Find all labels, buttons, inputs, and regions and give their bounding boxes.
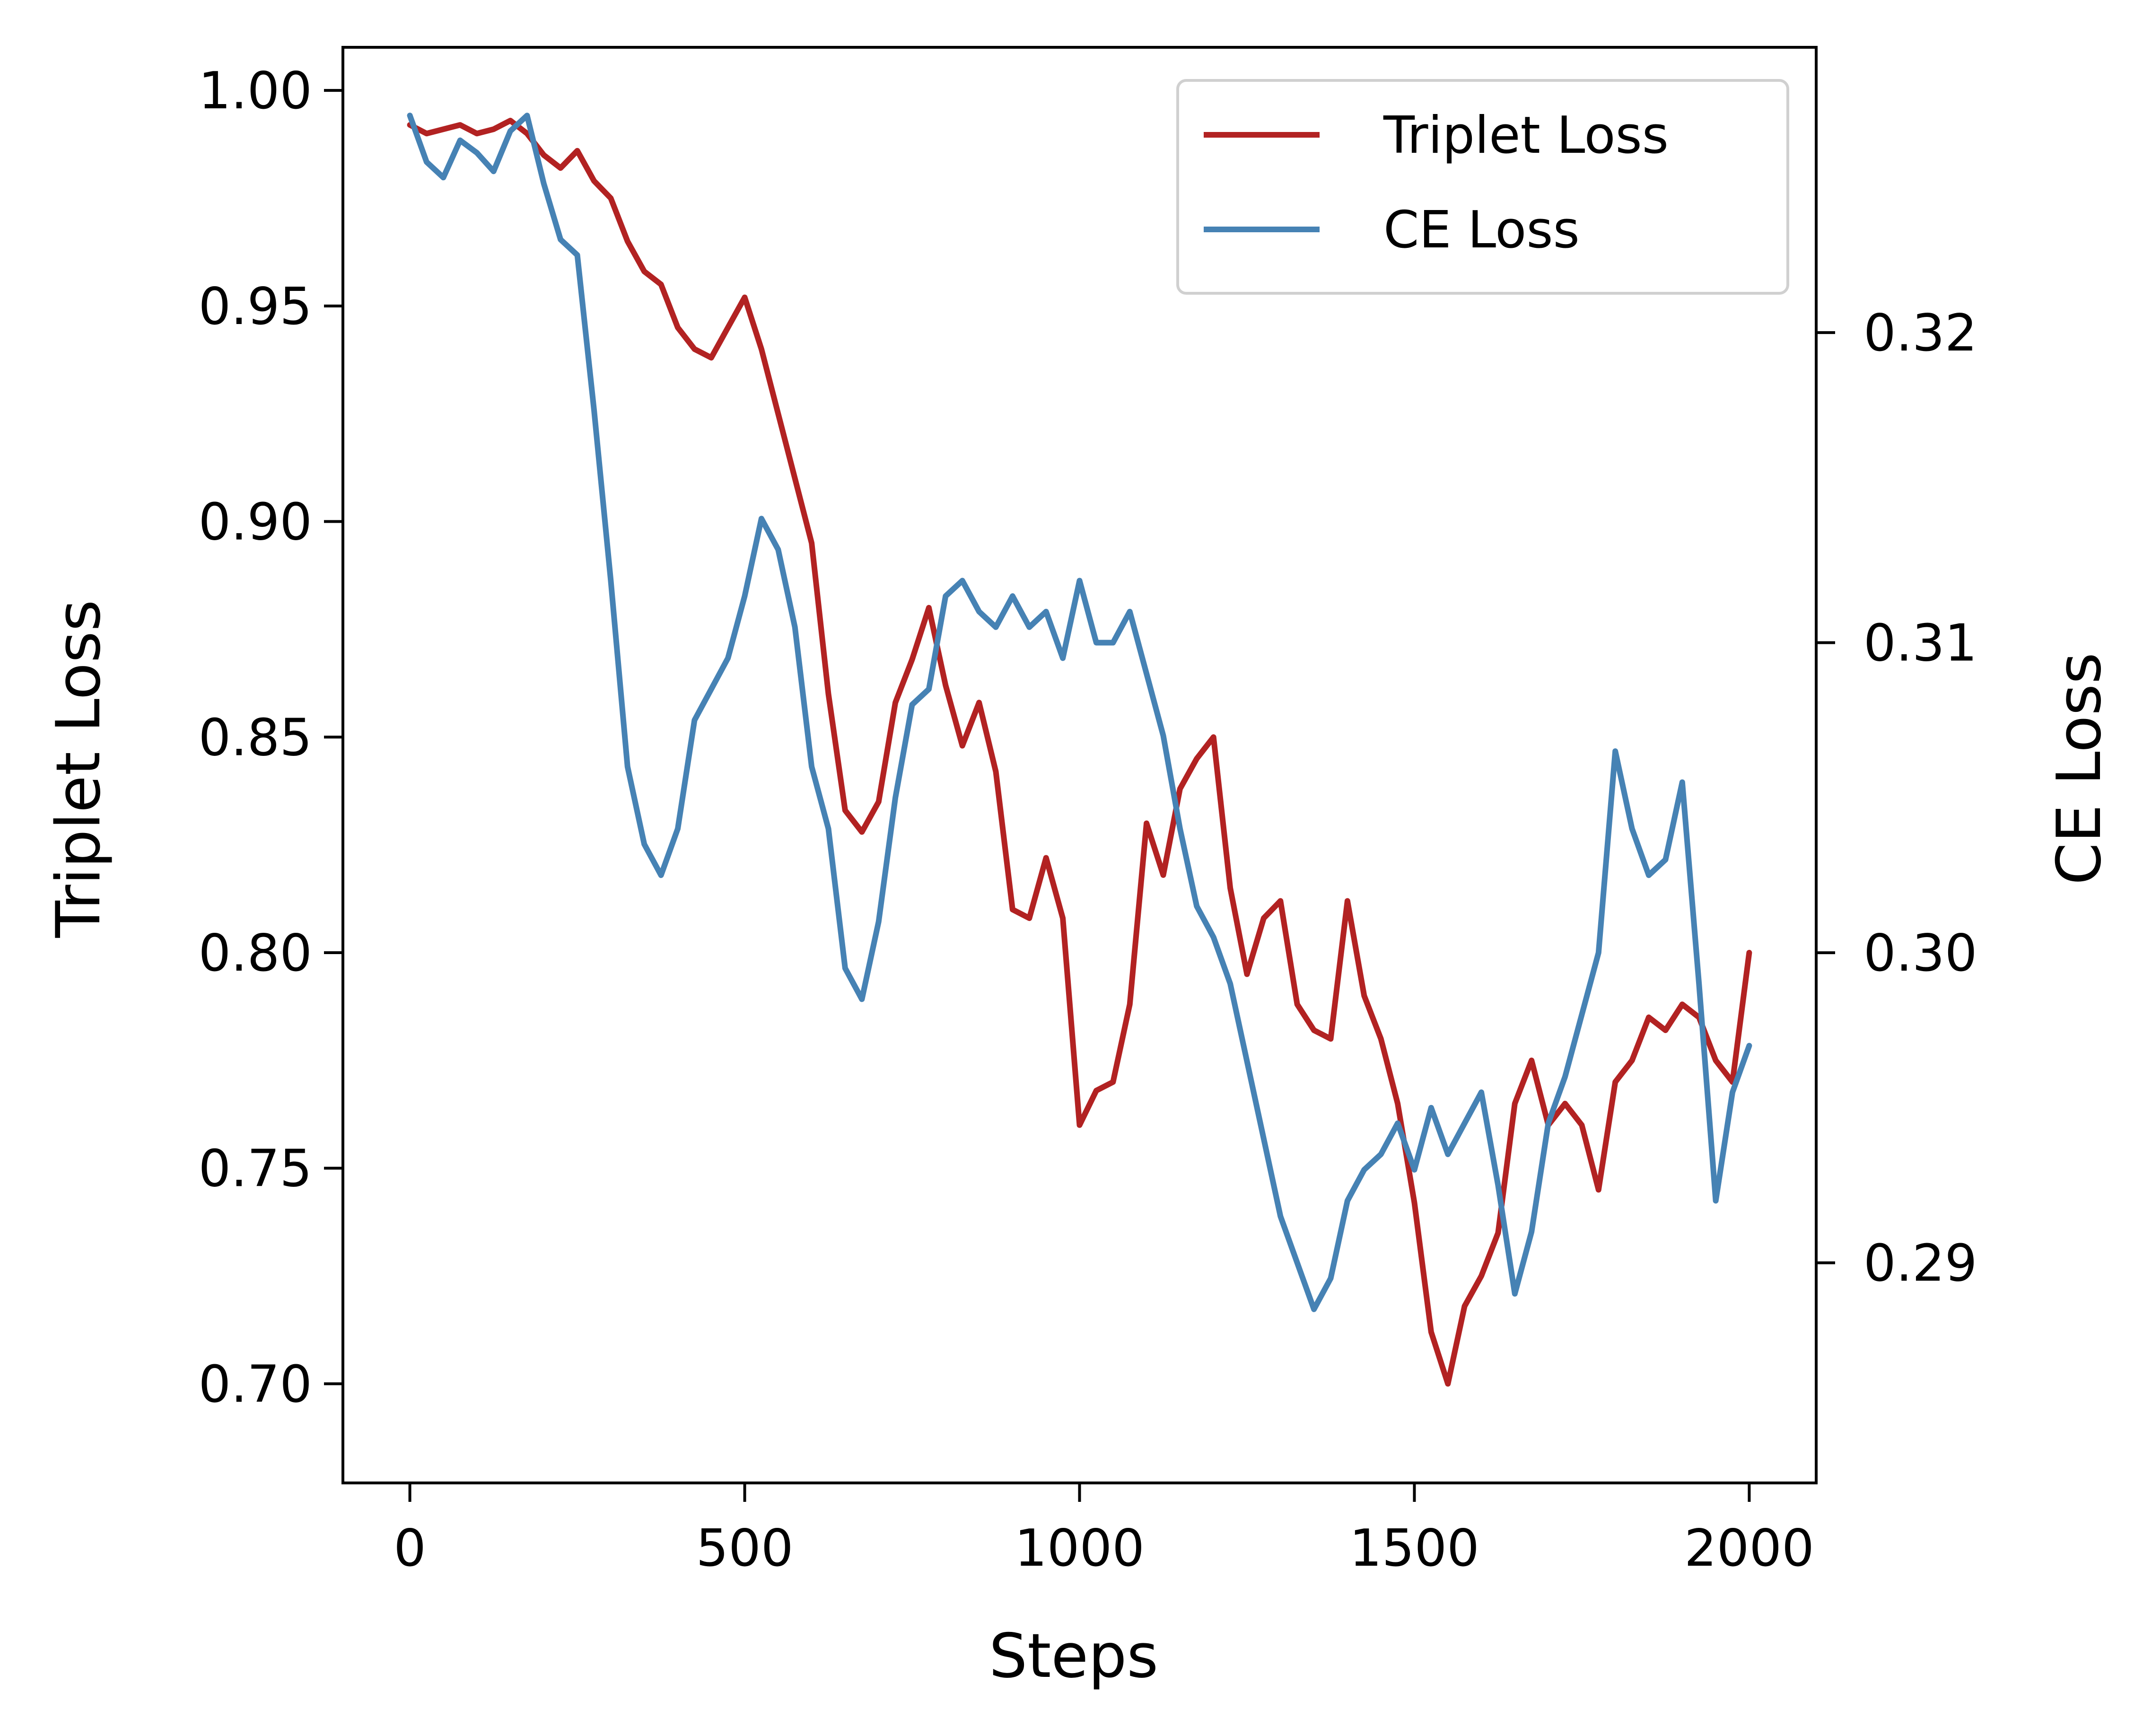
y2-tick-label: 0.32 [1863, 304, 1977, 363]
y2-axis-title: CE Loss [2044, 652, 2115, 885]
y-tick-label: 0.75 [199, 1140, 312, 1199]
y2-tick-label: 0.29 [1863, 1234, 1977, 1293]
x-tick-label: 1000 [1015, 1519, 1145, 1578]
series-line-1 [407, 117, 1752, 1387]
legend-label-2: CE Loss [1383, 201, 1580, 260]
legend-label-1: Triplet Loss [1383, 106, 1669, 165]
legend: Triplet Loss CE Loss [1176, 79, 1789, 295]
y2-tick-label: 0.31 [1863, 614, 1977, 673]
axes-layer: 0 500 1000 1500 2000 0.70 0.75 0.80 0.85 0.90 0.95… [199, 46, 1977, 1578]
legend-box [1176, 79, 1789, 295]
x-axis-title: Steps [989, 1621, 1158, 1692]
y-tick-label: 0.90 [199, 493, 312, 552]
y-tick-label: 0.70 [199, 1355, 312, 1414]
y2-tick-label: 0.30 [1863, 924, 1977, 983]
x-tick-label: 500 [696, 1519, 793, 1578]
x-tick-label: 1500 [1349, 1519, 1479, 1578]
y-axis-title: Triplet Loss [44, 600, 114, 938]
y-tick-label: 0.85 [199, 708, 312, 767]
y-tick-label: 1.00 [199, 61, 312, 121]
x-tick-label: 0 [394, 1519, 426, 1578]
x-tick-label: 2000 [1684, 1519, 1814, 1578]
y-tick-label: 0.80 [199, 924, 312, 983]
y-tick-label: 0.95 [199, 277, 312, 336]
series-layer [407, 113, 1752, 1387]
series-line-2 [407, 113, 1752, 1312]
